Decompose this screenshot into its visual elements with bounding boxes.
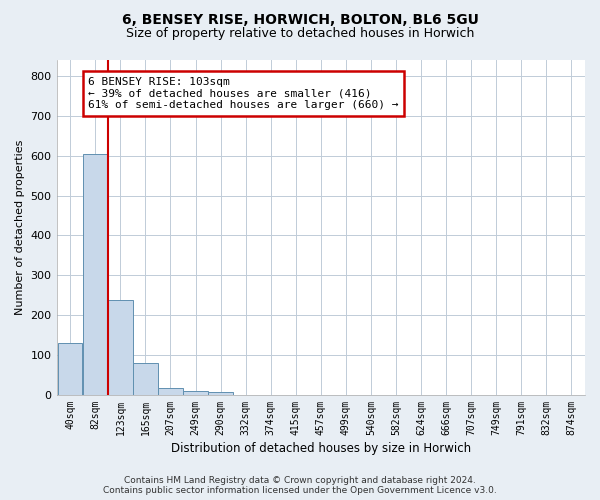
Text: 6 BENSEY RISE: 103sqm
← 39% of detached houses are smaller (416)
61% of semi-det: 6 BENSEY RISE: 103sqm ← 39% of detached …	[88, 76, 399, 110]
Y-axis label: Number of detached properties: Number of detached properties	[15, 140, 25, 315]
Bar	[108, 300, 133, 395]
Text: 6, BENSEY RISE, HORWICH, BOLTON, BL6 5GU: 6, BENSEY RISE, HORWICH, BOLTON, BL6 5GU	[122, 12, 478, 26]
Bar	[158, 388, 182, 395]
Bar	[83, 154, 107, 395]
Bar	[184, 391, 208, 395]
Bar	[58, 343, 82, 395]
Bar	[208, 392, 233, 395]
Text: Size of property relative to detached houses in Horwich: Size of property relative to detached ho…	[126, 28, 474, 40]
X-axis label: Distribution of detached houses by size in Horwich: Distribution of detached houses by size …	[171, 442, 471, 455]
Bar	[133, 363, 158, 395]
Text: Contains HM Land Registry data © Crown copyright and database right 2024.
Contai: Contains HM Land Registry data © Crown c…	[103, 476, 497, 495]
